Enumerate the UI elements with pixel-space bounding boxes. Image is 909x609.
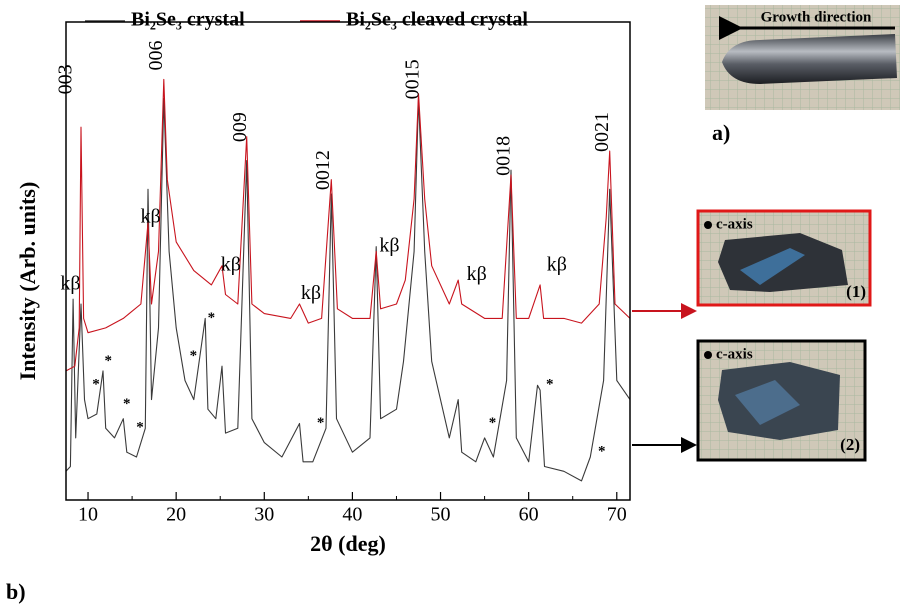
kbeta-label: kβ: [221, 253, 241, 275]
photo-2: c-axis (2): [696, 339, 867, 462]
peak-label: 009: [229, 112, 251, 142]
x-tick-label: 60: [519, 504, 539, 526]
x-tick-label: 50: [431, 504, 451, 526]
growth-caption: Growth direction: [761, 9, 872, 25]
panel-label: a): [712, 120, 730, 145]
photo-1: c-axis (1): [696, 209, 872, 307]
x-axis-label: 2θ (deg): [310, 531, 386, 556]
asterisk: *: [317, 415, 325, 431]
y-axis-label: Intensity (Arb. units): [15, 182, 40, 381]
kbeta-label: kβ: [467, 263, 487, 285]
kbeta-label: kβ: [60, 272, 80, 294]
series-line: [65, 97, 631, 482]
asterisk: *: [208, 310, 216, 326]
x-tick-label: 20: [166, 504, 186, 526]
asterisk: *: [136, 420, 144, 436]
peak-label: 0015: [402, 59, 424, 99]
series-line: [65, 78, 631, 372]
axis-note: c-axis: [716, 216, 753, 232]
asterisk: *: [105, 353, 113, 369]
plot: 10 20 30 40 50 60 70 2θ (deg) Intensity (Arb. un…: [15, 8, 631, 556]
asterisk: *: [190, 348, 198, 364]
kbeta-label: kβ: [141, 206, 161, 228]
sample-number: (1): [846, 282, 866, 301]
legend-bg: [80, 8, 628, 34]
plot-frame: [65, 21, 631, 501]
axis-note: c-axis: [716, 346, 753, 362]
kbeta-label: kβ: [301, 282, 321, 304]
kbeta-label: kβ: [379, 234, 399, 256]
legend-label: Bi₂Se₃ crystal: [131, 9, 245, 31]
asterisk: *: [92, 377, 100, 393]
asterisk: *: [123, 396, 131, 412]
peak-label: 0012: [312, 150, 334, 190]
x-tick-label: 70: [607, 504, 627, 526]
x-tick-label: 30: [254, 504, 274, 526]
kbeta-label: kβ: [547, 253, 567, 275]
peak-label: 006: [145, 40, 167, 70]
peak-label: 0021: [591, 112, 613, 152]
x-tick-label: 40: [342, 504, 362, 526]
asterisk: *: [489, 415, 497, 431]
asterisk: *: [546, 377, 554, 393]
sample-number: (2): [840, 435, 860, 454]
legend-label: Bi₂Se₃ cleaved crystal: [346, 9, 528, 31]
photo-a: Growth direction: [705, 5, 900, 110]
peak-label: 0018: [492, 136, 514, 176]
asterisk: *: [598, 444, 606, 460]
panel-label: b): [6, 579, 26, 604]
x-tick-label: 10: [78, 504, 98, 526]
